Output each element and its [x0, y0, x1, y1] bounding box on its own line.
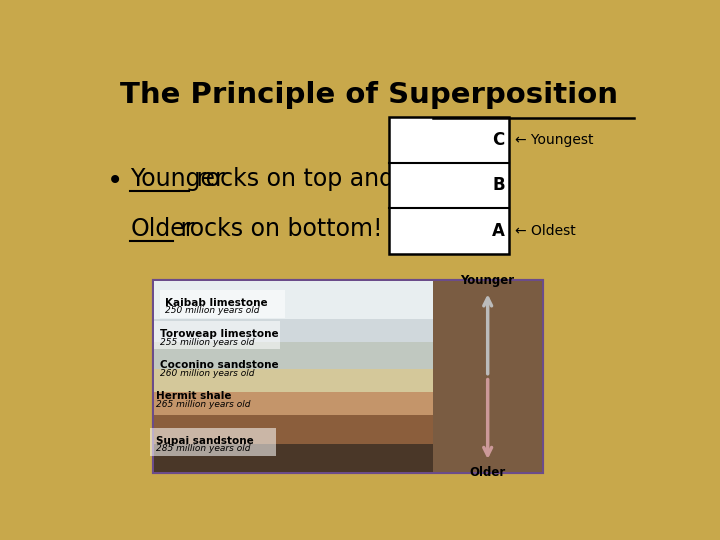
Text: 260 million years old: 260 million years old — [160, 369, 254, 378]
Text: B: B — [492, 177, 505, 194]
Text: Older: Older — [469, 466, 506, 479]
Bar — [433, 281, 542, 472]
Text: The Principle of Superposition: The Principle of Superposition — [120, 82, 618, 110]
Text: ← Youngest: ← Youngest — [516, 133, 594, 147]
FancyBboxPatch shape — [160, 290, 285, 318]
Text: Kaibab limestone: Kaibab limestone — [166, 298, 268, 308]
Text: Supai sandstone: Supai sandstone — [156, 436, 253, 446]
Text: ← Oldest: ← Oldest — [516, 224, 576, 238]
Bar — [154, 392, 464, 415]
Text: 285 million years old: 285 million years old — [156, 444, 251, 454]
Text: Younger: Younger — [461, 274, 515, 287]
Text: 250 million years old: 250 million years old — [166, 307, 260, 315]
FancyBboxPatch shape — [154, 321, 279, 349]
Text: Younger: Younger — [130, 167, 225, 191]
Bar — [154, 443, 464, 472]
Text: 265 million years old: 265 million years old — [156, 400, 251, 409]
Bar — [154, 281, 464, 319]
Text: A: A — [492, 222, 505, 240]
Text: C: C — [492, 131, 505, 149]
Text: Older: Older — [130, 217, 194, 240]
Text: rocks on bottom!: rocks on bottom! — [173, 217, 382, 240]
Text: •: • — [107, 167, 123, 195]
Bar — [154, 281, 542, 472]
Text: 255 million years old: 255 million years old — [160, 338, 254, 347]
Bar — [154, 369, 464, 392]
Text: Hermit shale: Hermit shale — [156, 391, 231, 401]
Bar — [154, 415, 464, 443]
Bar — [389, 117, 508, 254]
Text: Toroweap limestone: Toroweap limestone — [160, 329, 279, 339]
FancyBboxPatch shape — [150, 428, 276, 456]
Text: rocks on top and: rocks on top and — [189, 167, 395, 191]
Bar — [154, 342, 464, 369]
Text: Coconino sandstone: Coconino sandstone — [160, 360, 279, 370]
Bar — [154, 319, 464, 342]
